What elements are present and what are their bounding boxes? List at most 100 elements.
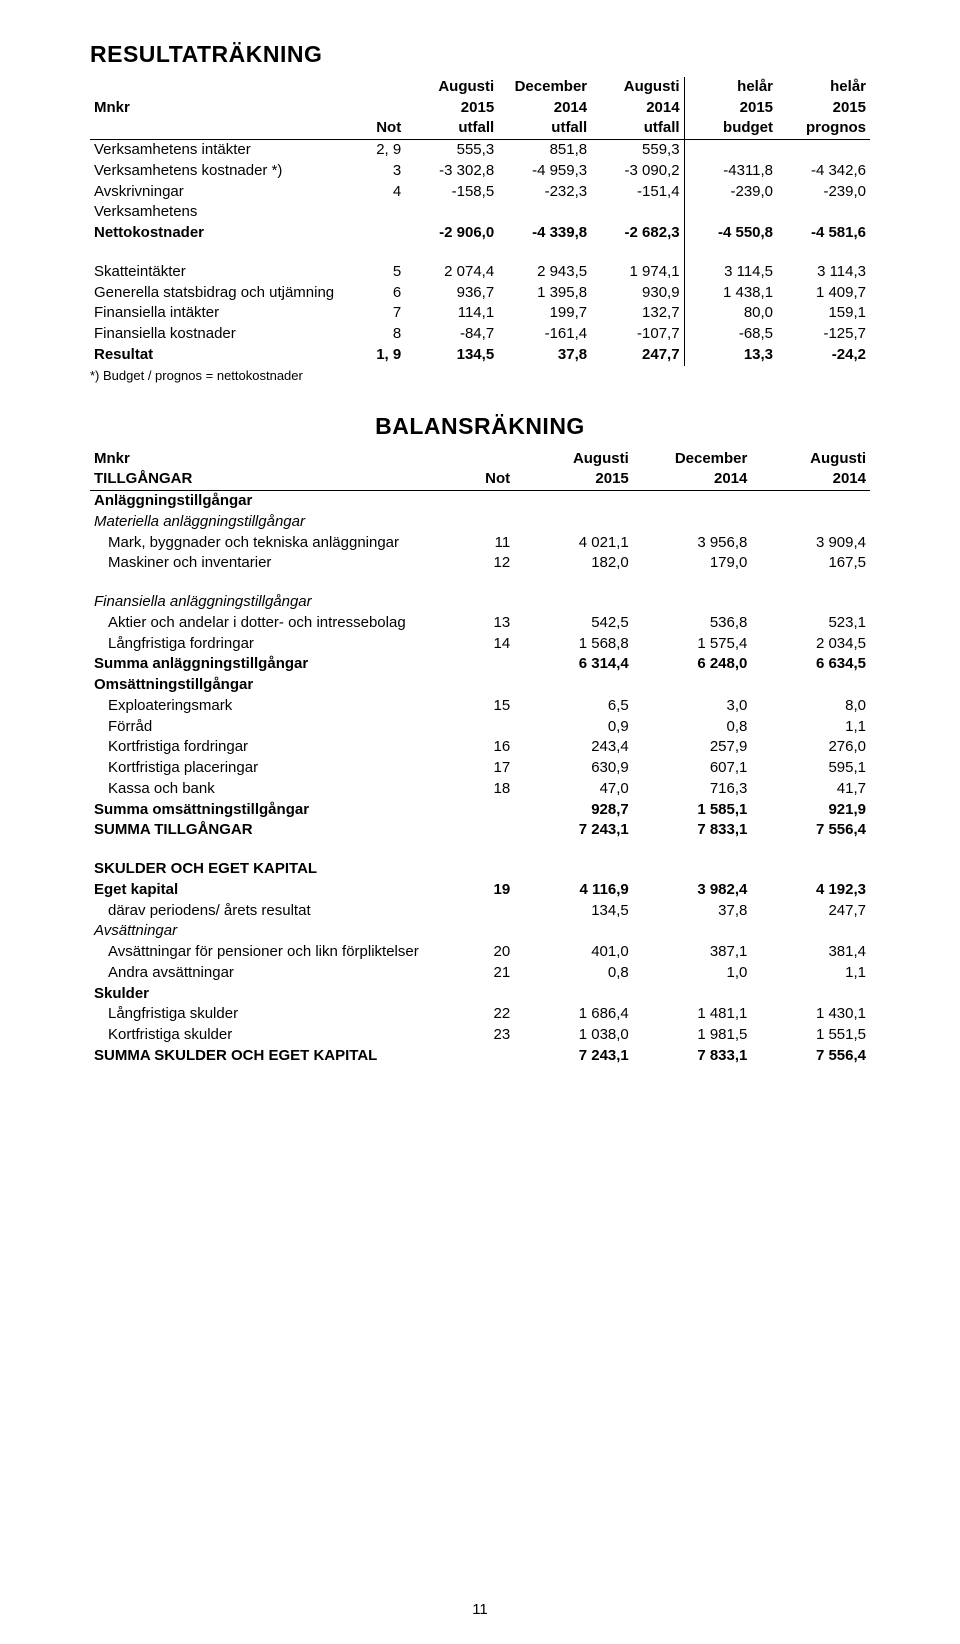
rh1-6: helår — [777, 77, 870, 98]
balance-cell: 542,5 — [514, 613, 633, 634]
balance-row-note: 16 — [462, 737, 514, 758]
balance-cell — [633, 512, 752, 533]
balance-row-label: SUMMA TILLGÅNGAR — [90, 820, 462, 841]
result-cell: 37,8 — [498, 345, 591, 366]
balance-row-note — [462, 921, 514, 942]
result-row-note: 8 — [355, 324, 406, 345]
balance-cell: 257,9 — [633, 737, 752, 758]
balance-cell: 1 686,4 — [514, 1004, 633, 1025]
balance-row-note: 20 — [462, 942, 514, 963]
result-row-label: Skatteintäkter — [90, 262, 355, 283]
result-title: RESULTATRÄKNING — [90, 40, 870, 69]
result-cell: 13,3 — [684, 345, 777, 366]
bh2-3: 2014 — [633, 469, 752, 490]
balance-row-label: Maskiner och inventarier — [90, 553, 462, 574]
result-row-label: Finansiella intäkter — [90, 303, 355, 324]
balance-row-label: Mark, byggnader och tekniska anläggninga… — [90, 533, 462, 554]
balance-row-note — [462, 984, 514, 1005]
balance-cell — [751, 491, 870, 512]
result-cell: -125,7 — [777, 324, 870, 345]
result-cell: -4 959,3 — [498, 161, 591, 182]
balance-cell — [751, 984, 870, 1005]
balance-cell: 1,1 — [751, 717, 870, 738]
result-cell: 132,7 — [591, 303, 684, 324]
balance-cell: 595,1 — [751, 758, 870, 779]
balance-row-note — [462, 592, 514, 613]
result-cell: -158,5 — [405, 182, 498, 203]
balance-cell — [633, 859, 752, 880]
balance-cell: 7 833,1 — [633, 1046, 752, 1067]
rh3-3: utfall — [498, 118, 591, 139]
result-cell: -239,0 — [684, 182, 777, 203]
balance-cell: 0,8 — [514, 963, 633, 984]
balance-row-note: 19 — [462, 880, 514, 901]
rh3-4: utfall — [591, 118, 684, 139]
balance-cell: 7 556,4 — [751, 1046, 870, 1067]
balance-cell: 276,0 — [751, 737, 870, 758]
balance-row-note — [462, 800, 514, 821]
balance-cell: 6 248,0 — [633, 654, 752, 675]
balance-row-label: Anläggningstillgångar — [90, 491, 462, 512]
balance-cell: 3 956,8 — [633, 533, 752, 554]
rh2-1 — [355, 98, 406, 119]
balance-cell: 134,5 — [514, 901, 633, 922]
result-cell: -4 342,6 — [777, 161, 870, 182]
balance-row-label: Exploateringsmark — [90, 696, 462, 717]
result-table: Augusti December Augusti helår helår Mnk… — [90, 77, 870, 366]
balance-cell: 41,7 — [751, 779, 870, 800]
balance-cell: 607,1 — [633, 758, 752, 779]
balance-cell: 6 634,5 — [751, 654, 870, 675]
result-cell: 1 409,7 — [777, 283, 870, 304]
balance-row-label: Kortfristiga fordringar — [90, 737, 462, 758]
page-number: 11 — [0, 1601, 960, 1620]
result-cell: 559,3 — [591, 140, 684, 161]
balance-row-note: 18 — [462, 779, 514, 800]
balance-row-note: 14 — [462, 634, 514, 655]
balance-title: BALANSRÄKNING — [90, 412, 870, 441]
balance-row-label: Skulder — [90, 984, 462, 1005]
balance-row-label: SKULDER OCH EGET KAPITAL — [90, 859, 462, 880]
result-row-note: 1, 9 — [355, 345, 406, 366]
rh3-5: budget — [684, 118, 777, 139]
balance-row-label: Förråd — [90, 717, 462, 738]
balance-row-note — [462, 1046, 514, 1067]
balance-cell: 4 116,9 — [514, 880, 633, 901]
balance-row-note — [462, 654, 514, 675]
balance-cell: 4 021,1 — [514, 533, 633, 554]
rh3-6: prognos — [777, 118, 870, 139]
result-cell: 80,0 — [684, 303, 777, 324]
result-cell: 555,3 — [405, 140, 498, 161]
balance-cell — [751, 512, 870, 533]
balance-row-note: 11 — [462, 533, 514, 554]
balance-row-label: Aktier och andelar i dotter- och intress… — [90, 613, 462, 634]
result-row-note: 5 — [355, 262, 406, 283]
result-footnote: *) Budget / prognos = nettokostnader — [90, 368, 870, 384]
balance-cell: 1 481,1 — [633, 1004, 752, 1025]
result-cell: -3 090,2 — [591, 161, 684, 182]
result-row-label: Verksamhetens — [90, 202, 355, 223]
result-cell: 2 074,4 — [405, 262, 498, 283]
result-cell — [777, 202, 870, 223]
balance-row-note: 21 — [462, 963, 514, 984]
result-cell: -2 906,0 — [405, 223, 498, 244]
result-cell: -4311,8 — [684, 161, 777, 182]
rh1-4: Augusti — [591, 77, 684, 98]
balance-cell: 3,0 — [633, 696, 752, 717]
balance-cell: 1 551,5 — [751, 1025, 870, 1046]
balance-cell — [633, 592, 752, 613]
balance-row-label: Kortfristiga placeringar — [90, 758, 462, 779]
balance-row-label: Summa anläggningstillgångar — [90, 654, 462, 675]
result-cell: 159,1 — [777, 303, 870, 324]
balance-cell: 1 568,8 — [514, 634, 633, 655]
balance-row-note: 15 — [462, 696, 514, 717]
result-cell — [684, 202, 777, 223]
balance-row-note — [462, 717, 514, 738]
result-cell: 2 943,5 — [498, 262, 591, 283]
result-row-label: Avskrivningar — [90, 182, 355, 203]
balance-cell: 1,0 — [633, 963, 752, 984]
result-cell: 1 395,8 — [498, 283, 591, 304]
rh2-0: Mnkr — [90, 98, 355, 119]
balance-cell: 387,1 — [633, 942, 752, 963]
balance-cell: 167,5 — [751, 553, 870, 574]
balance-cell: 2 034,5 — [751, 634, 870, 655]
